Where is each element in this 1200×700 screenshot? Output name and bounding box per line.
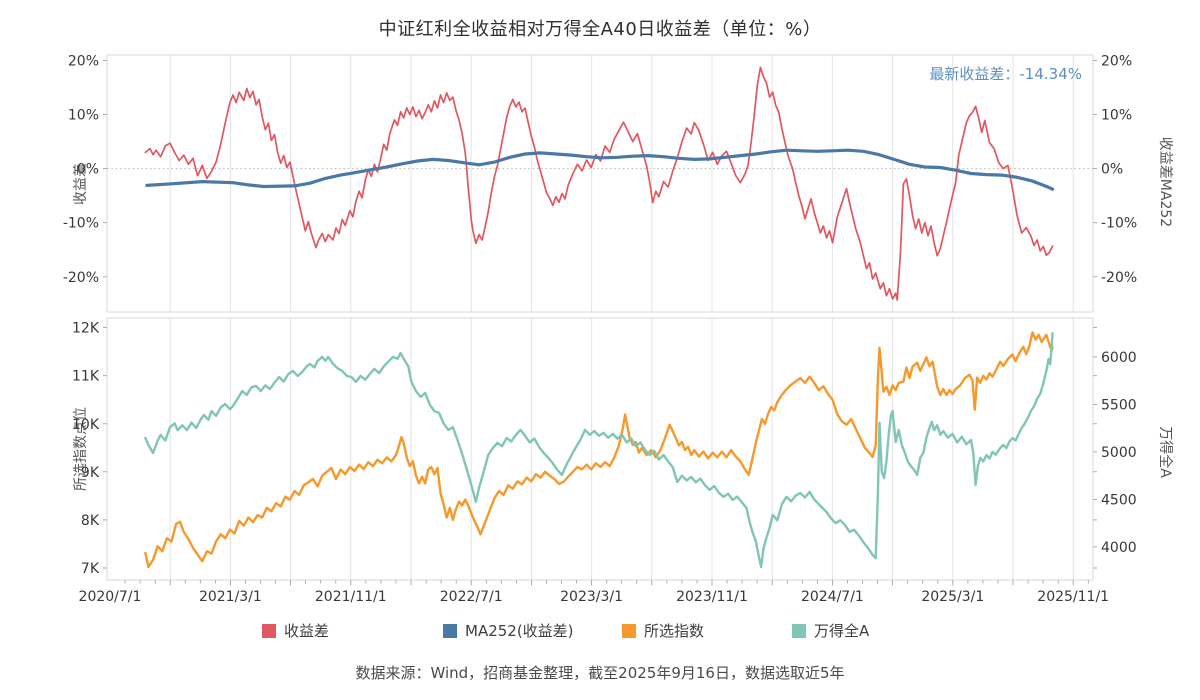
y-tick-label: 5500 bbox=[1101, 397, 1137, 413]
y-tick-label: -10% bbox=[63, 216, 99, 232]
legend: 收益差 MA252(收益差) 所选指数 万得全A bbox=[0, 620, 1200, 642]
y-tick-label: 20% bbox=[68, 53, 99, 69]
legend-item-label: 万得全A bbox=[814, 622, 870, 640]
bottom-panel-border bbox=[106, 317, 1094, 581]
y-axis-title-text: 所选指数点位 bbox=[73, 407, 89, 491]
gridlines bbox=[169, 55, 1074, 580]
legend-item-4: 万得全A bbox=[792, 620, 869, 641]
x-tick-label: 2023/11/1 bbox=[676, 589, 748, 605]
y-axis-title-text: 万得全A bbox=[1157, 426, 1173, 478]
page-title: 中证红利全收益相对万得全A40日收益差（单位：%） bbox=[378, 19, 822, 40]
y-tick-label: 12K bbox=[72, 321, 100, 337]
y-tick-label: 5000 bbox=[1101, 445, 1137, 461]
series-line-ma252 bbox=[145, 148, 1055, 191]
y-tick-label: 10% bbox=[1101, 108, 1132, 124]
x-tick-label: 2021/3/1 bbox=[199, 589, 262, 605]
legend-item-3: 所选指数 bbox=[622, 620, 704, 641]
x-tick-label: 2025/11/1 bbox=[1037, 589, 1109, 605]
x-axis-labels: 2020/7/1 2021/3/1 2021/11/1 2022/7/1 2023/3/… bbox=[79, 589, 1110, 605]
x-tick-marks bbox=[124, 580, 1089, 586]
x-tick-label: 2022/7/1 bbox=[440, 589, 503, 605]
y-tick-label: 7K bbox=[81, 561, 100, 577]
y-tick-label: 10K bbox=[72, 417, 100, 433]
y-tick-label: 11K bbox=[72, 369, 100, 385]
legend-swatch bbox=[443, 623, 457, 638]
y-tick-label: -20% bbox=[1101, 270, 1137, 286]
y-tick-label: 8K bbox=[81, 513, 100, 529]
legend-swatch bbox=[262, 623, 276, 638]
x-tick-label: 2023/3/1 bbox=[560, 589, 623, 605]
bottom-left-ticks: 12K 11K 10K 9K 8K 7K bbox=[72, 321, 1097, 577]
y-tick-label: 9K bbox=[81, 465, 100, 481]
y-axis-title-text: 收益差MA252 bbox=[1157, 136, 1173, 228]
y-tick-label: 20% bbox=[1101, 53, 1132, 69]
series-line-return-gap bbox=[144, 66, 1054, 301]
y-tick-label: -10% bbox=[1101, 216, 1137, 232]
legend-item-label: 收益差 bbox=[284, 622, 330, 640]
chart-canvas: 2020/7/1 2021/3/1 2021/11/1 2022/7/1 2023/3/… bbox=[63, 53, 1137, 605]
legend-item-1: 收益差 bbox=[262, 620, 329, 641]
latest-value-annotation: 最新收益差：-14.34% bbox=[929, 65, 1082, 83]
legend-swatch bbox=[622, 623, 636, 638]
y-tick-label: 4000 bbox=[1101, 540, 1137, 556]
top-panel-border bbox=[106, 54, 1094, 313]
x-tick-label: 2025/3/1 bbox=[921, 589, 984, 605]
y-axis-title-text: 收益差 bbox=[73, 163, 89, 205]
y-tick-label: 6000 bbox=[1101, 350, 1137, 366]
legend-item-label: 所选指数 bbox=[644, 622, 705, 640]
series-line-wind-all-a bbox=[144, 332, 1054, 569]
legend-item-label: MA252(收益差) bbox=[465, 622, 574, 640]
x-tick-label: 2021/11/1 bbox=[315, 589, 387, 605]
y-tick-label: 0% bbox=[77, 162, 99, 178]
top-left-ticks: 20% 10% 0% -10% -20% bbox=[63, 53, 1097, 286]
x-tick-label: 2020/7/1 bbox=[79, 589, 142, 605]
data-source-note: 数据来源：Wind，招商基金整理，截至2025年9月16日，数据选取近5年 bbox=[355, 664, 845, 682]
x-tick-label: 2024/7/1 bbox=[801, 589, 864, 605]
y-tick-label: 10% bbox=[68, 108, 99, 124]
y-tick-label: 4500 bbox=[1101, 492, 1137, 508]
legend-item-2: MA252(收益差) bbox=[443, 620, 574, 641]
series-line-selected-index bbox=[144, 331, 1054, 569]
y-tick-label: 0% bbox=[1101, 162, 1123, 178]
y-tick-label: -20% bbox=[63, 270, 99, 286]
legend-swatch bbox=[792, 623, 806, 638]
